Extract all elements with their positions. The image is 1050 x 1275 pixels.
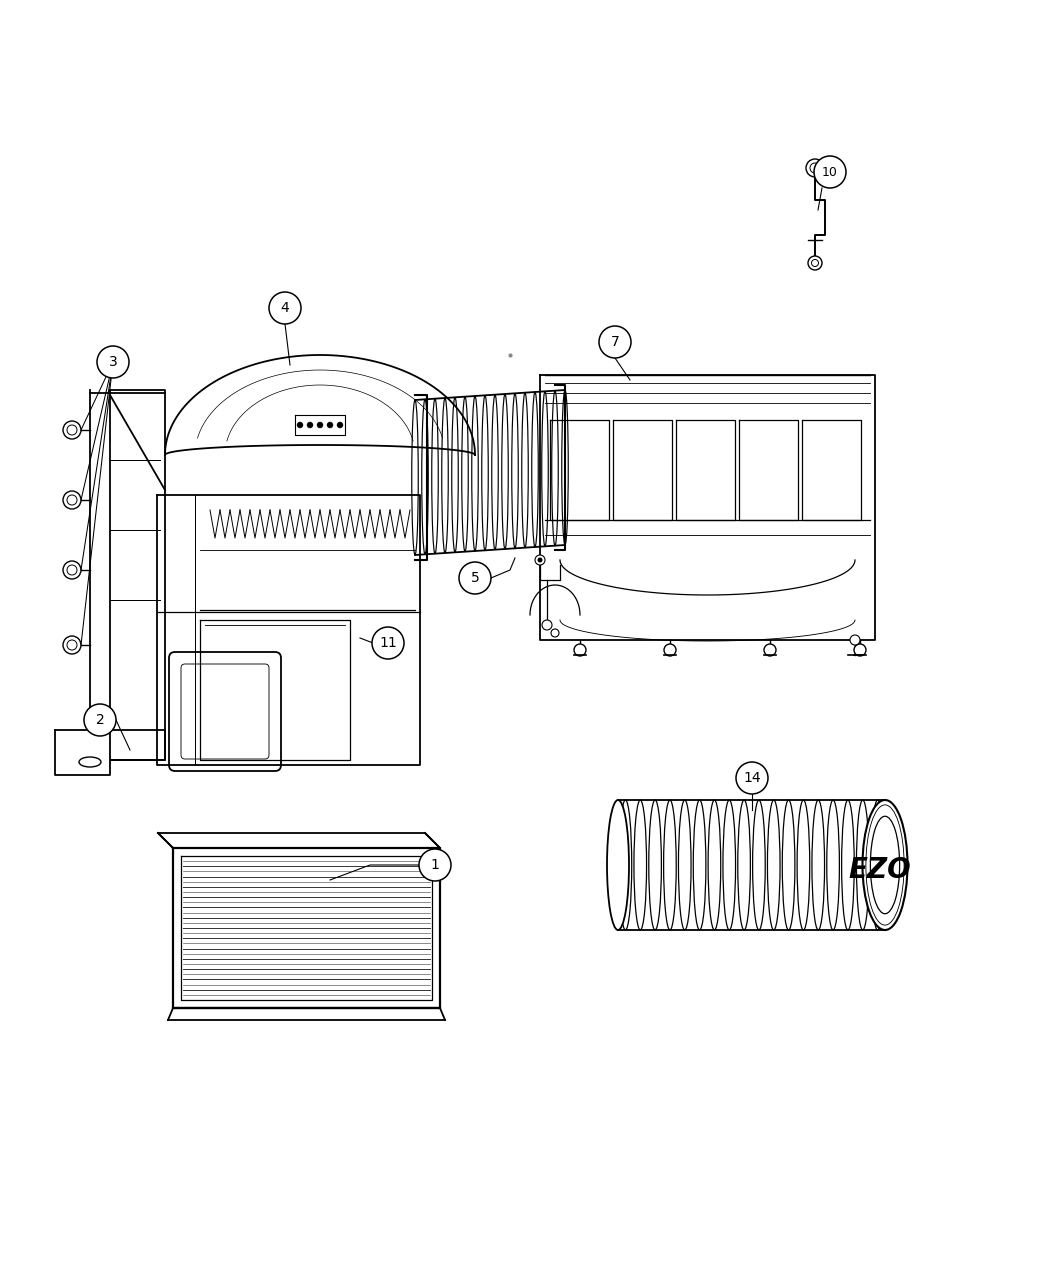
Circle shape xyxy=(574,644,586,657)
Circle shape xyxy=(850,635,860,645)
Text: 5: 5 xyxy=(470,571,480,585)
Circle shape xyxy=(459,562,491,594)
Text: 7: 7 xyxy=(611,335,619,349)
Circle shape xyxy=(814,156,846,187)
Circle shape xyxy=(664,644,676,657)
Circle shape xyxy=(854,644,866,657)
Circle shape xyxy=(84,704,116,736)
Circle shape xyxy=(542,620,552,630)
Circle shape xyxy=(327,422,333,428)
Text: 14: 14 xyxy=(743,771,761,785)
Circle shape xyxy=(551,629,559,638)
Text: 4: 4 xyxy=(280,301,290,315)
Circle shape xyxy=(63,421,81,439)
Circle shape xyxy=(538,557,543,562)
Circle shape xyxy=(806,159,824,177)
Circle shape xyxy=(736,762,768,794)
Circle shape xyxy=(297,422,303,428)
Circle shape xyxy=(808,256,822,270)
Text: 3: 3 xyxy=(108,354,118,368)
Circle shape xyxy=(337,422,343,428)
Circle shape xyxy=(317,422,323,428)
Circle shape xyxy=(269,292,301,324)
Ellipse shape xyxy=(607,799,629,929)
Text: 1: 1 xyxy=(430,858,440,872)
Text: 11: 11 xyxy=(379,636,397,650)
Circle shape xyxy=(598,326,631,358)
Circle shape xyxy=(536,555,545,565)
Circle shape xyxy=(372,627,404,659)
Circle shape xyxy=(419,849,452,881)
Circle shape xyxy=(97,346,129,377)
Circle shape xyxy=(63,561,81,579)
Circle shape xyxy=(764,644,776,657)
Text: EZO: EZO xyxy=(848,856,911,884)
Circle shape xyxy=(63,491,81,509)
Text: 2: 2 xyxy=(96,713,104,727)
Circle shape xyxy=(307,422,313,428)
Ellipse shape xyxy=(862,799,907,929)
Text: 10: 10 xyxy=(822,166,838,178)
Circle shape xyxy=(63,636,81,654)
